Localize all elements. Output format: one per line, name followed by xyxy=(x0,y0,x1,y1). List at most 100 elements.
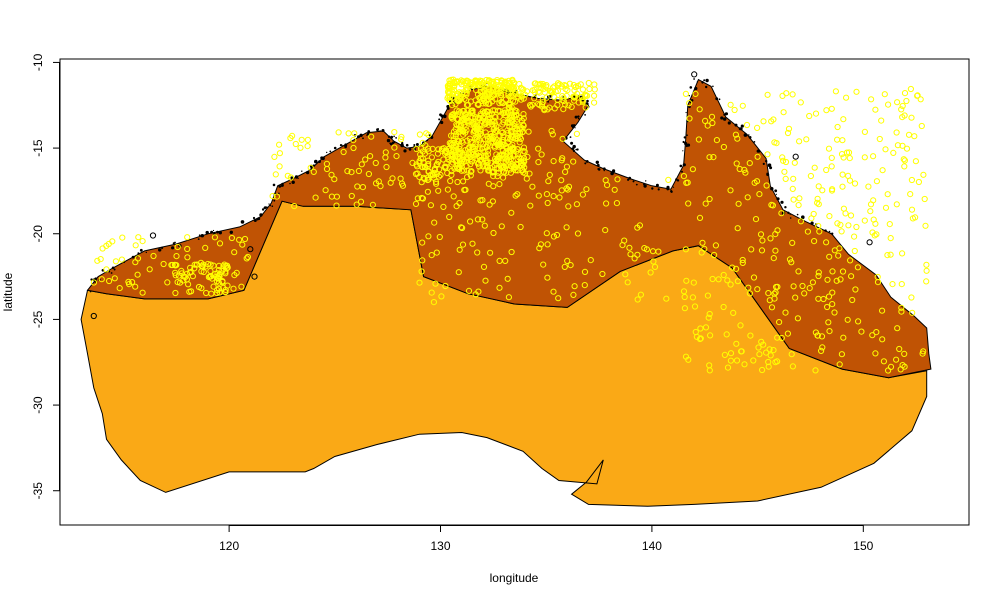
data-point xyxy=(350,144,357,152)
coast-speck xyxy=(139,248,143,252)
coast-speck xyxy=(415,143,419,146)
data-point xyxy=(433,180,440,187)
data-point xyxy=(779,154,786,161)
data-point xyxy=(134,271,141,278)
data-point xyxy=(520,144,528,151)
data-point xyxy=(457,150,464,157)
data-point xyxy=(215,273,222,280)
data-point xyxy=(851,180,859,187)
data-point xyxy=(591,81,598,88)
data-point xyxy=(579,99,586,106)
data-point xyxy=(814,199,821,206)
data-point xyxy=(418,268,425,275)
data-point xyxy=(94,257,101,264)
data-point xyxy=(427,202,434,209)
data-point xyxy=(774,358,781,365)
data-point xyxy=(480,140,487,148)
data-point xyxy=(733,340,740,347)
coast-speck xyxy=(443,114,447,119)
data-point xyxy=(506,166,514,173)
data-point xyxy=(763,349,770,356)
data-point xyxy=(834,220,841,227)
data-point xyxy=(465,101,472,109)
data-point xyxy=(839,137,846,144)
x-tick-label: 140 xyxy=(642,539,662,553)
data-point xyxy=(782,309,789,316)
data-point xyxy=(887,235,894,242)
coast-speck xyxy=(212,229,215,232)
data-point xyxy=(571,283,578,290)
data-point xyxy=(508,209,515,216)
data-point xyxy=(713,137,721,144)
data-point xyxy=(562,168,569,175)
data-point xyxy=(838,351,846,358)
data-point xyxy=(451,112,458,119)
coast-speck xyxy=(440,120,444,125)
data-point xyxy=(585,79,592,87)
data-point xyxy=(474,249,481,256)
data-point xyxy=(581,282,588,289)
data-point xyxy=(504,148,511,155)
data-point xyxy=(502,158,509,165)
data-point xyxy=(511,109,518,116)
data-point xyxy=(898,304,905,311)
data-point xyxy=(721,351,729,358)
data-point xyxy=(784,129,792,137)
coast-speck xyxy=(584,162,587,165)
data-point xyxy=(524,153,531,160)
data-point xyxy=(882,146,889,153)
data-point xyxy=(456,246,463,253)
data-point xyxy=(564,257,571,264)
data-point xyxy=(510,151,517,158)
data-point xyxy=(469,110,476,117)
data-point xyxy=(204,260,211,268)
data-point xyxy=(132,242,139,249)
coast-speck xyxy=(703,79,706,82)
data-point xyxy=(861,154,868,161)
data-point xyxy=(214,270,221,277)
x-tick-label: 130 xyxy=(430,539,450,553)
coast-speck xyxy=(261,208,265,211)
coast-speck xyxy=(645,180,647,182)
data-point xyxy=(514,191,521,198)
coast-speck xyxy=(643,184,647,188)
data-point xyxy=(849,296,856,304)
coast-speck xyxy=(131,255,135,259)
data-point xyxy=(890,149,897,156)
data-point xyxy=(896,345,903,353)
data-point xyxy=(730,309,737,316)
data-point xyxy=(160,260,167,268)
coast-speck xyxy=(672,186,675,188)
data-point xyxy=(442,164,449,172)
data-point xyxy=(464,86,472,93)
data-point xyxy=(490,173,497,180)
data-point xyxy=(706,195,713,203)
data-point xyxy=(489,169,496,176)
coast-speck xyxy=(357,135,360,139)
data-point xyxy=(497,91,504,98)
coast-speck xyxy=(584,114,586,116)
data-point xyxy=(519,167,526,174)
data-point xyxy=(509,145,517,152)
region-layer xyxy=(80,78,932,507)
data-point xyxy=(548,89,555,96)
data-point xyxy=(335,129,342,136)
data-point xyxy=(146,266,153,273)
data-point xyxy=(474,160,482,167)
data-point xyxy=(651,263,659,270)
data-point xyxy=(812,367,819,374)
data-point xyxy=(481,121,488,128)
data-point xyxy=(449,152,456,159)
data-point xyxy=(591,92,598,99)
data-point xyxy=(494,155,501,162)
data-point xyxy=(516,81,523,88)
data-point xyxy=(756,191,763,198)
data-point xyxy=(614,176,621,183)
coast-speck xyxy=(690,99,694,102)
data-point xyxy=(697,335,704,342)
data-point xyxy=(510,84,518,92)
data-point xyxy=(487,159,494,166)
data-point xyxy=(851,233,858,240)
data-point xyxy=(97,256,104,263)
coast-speck xyxy=(655,183,659,187)
